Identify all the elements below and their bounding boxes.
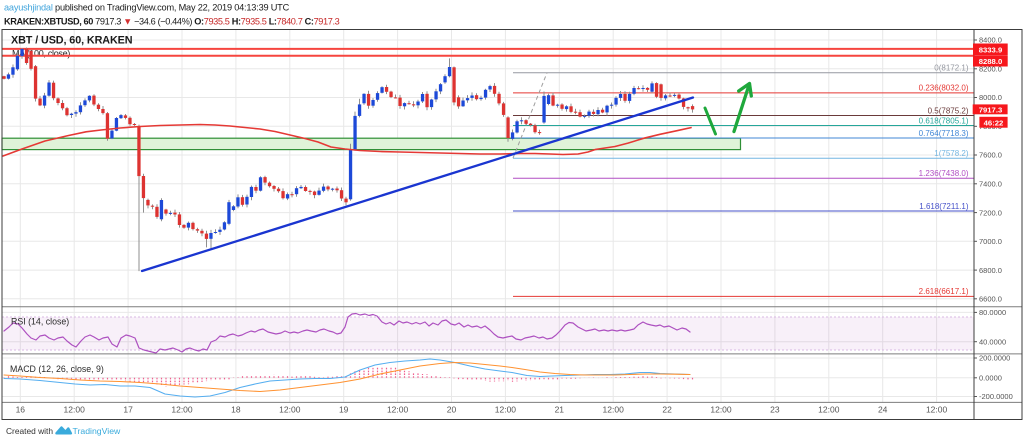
svg-text:7200.0: 7200.0: [979, 208, 1002, 217]
svg-text:6600.0: 6600.0: [979, 295, 1002, 304]
svg-text:KRAKEN:XBTUSD, 60 7917.3 ▼ −34: KRAKEN:XBTUSD, 60 7917.3 ▼ −34.6 (−0.44%…: [4, 17, 340, 27]
svg-text:80.0000: 80.0000: [979, 308, 1006, 317]
svg-text:46:22: 46:22: [984, 118, 1004, 127]
svg-text:1.236(7438.0): 1.236(7438.0): [919, 169, 969, 178]
svg-text:12:00: 12:00: [279, 405, 301, 415]
svg-text:MACD (12, 26, close, 9): MACD (12, 26, close, 9): [10, 364, 104, 374]
svg-text:8288.0: 8288.0: [979, 57, 1003, 66]
svg-text:8400.0: 8400.0: [979, 36, 1002, 45]
svg-text:7917.3: 7917.3: [979, 105, 1003, 114]
svg-text:22: 22: [662, 405, 672, 415]
svg-text:19: 19: [339, 405, 349, 415]
svg-text:8200.0: 8200.0: [979, 65, 1002, 74]
svg-text:6800.0: 6800.0: [979, 266, 1002, 275]
svg-text:1.618(7211.1): 1.618(7211.1): [919, 202, 969, 211]
svg-text:17: 17: [123, 405, 133, 415]
svg-text:8000.0: 8000.0: [979, 93, 1002, 102]
svg-text:0(8172.1): 0(8172.1): [934, 64, 969, 73]
svg-text:12:00: 12:00: [818, 405, 840, 415]
svg-text:16: 16: [16, 405, 26, 415]
svg-text:XBT / USD, 60, KRAKEN: XBT / USD, 60, KRAKEN: [11, 35, 133, 47]
svg-text:20: 20: [447, 405, 457, 415]
svg-text:18: 18: [231, 405, 241, 415]
svg-text:0.5(7875.2): 0.5(7875.2): [928, 106, 969, 115]
svg-text:0.236(8032.0): 0.236(8032.0): [919, 84, 969, 93]
svg-text:12:00: 12:00: [710, 405, 732, 415]
svg-text:12:00: 12:00: [171, 405, 193, 415]
svg-text:21: 21: [555, 405, 565, 415]
svg-text:40.0000: 40.0000: [979, 337, 1006, 346]
svg-text:Created with: Created with: [6, 426, 53, 436]
svg-text:TradingView: TradingView: [73, 426, 122, 436]
svg-text:2.618(6617.1): 2.618(6617.1): [919, 287, 969, 296]
svg-text:7000.0: 7000.0: [979, 237, 1002, 246]
svg-text:12:00: 12:00: [603, 405, 625, 415]
svg-text:0.618(7805.1): 0.618(7805.1): [919, 116, 969, 125]
svg-text:0.764(7718.3): 0.764(7718.3): [919, 129, 969, 138]
svg-text:8333.9: 8333.9: [979, 45, 1003, 54]
svg-text:12:00: 12:00: [495, 405, 517, 415]
svg-text:1(7578.2): 1(7578.2): [934, 149, 969, 158]
svg-text:23: 23: [770, 405, 780, 415]
svg-text:200.0000: 200.0000: [979, 354, 1010, 363]
svg-text:aayushjindal published on Trad: aayushjindal published on TradingView.co…: [4, 3, 290, 13]
svg-text:0.0000: 0.0000: [979, 374, 1002, 383]
svg-text:MA (100, close): MA (100, close): [12, 49, 70, 59]
svg-text:12:00: 12:00: [926, 405, 948, 415]
svg-text:24: 24: [878, 405, 888, 415]
svg-text:12:00: 12:00: [387, 405, 409, 415]
svg-text:12:00: 12:00: [64, 405, 86, 415]
svg-text:RSI (14, close): RSI (14, close): [11, 317, 69, 327]
svg-text:-200.0000: -200.0000: [979, 392, 1013, 401]
svg-text:7400.0: 7400.0: [979, 180, 1002, 189]
svg-text:7600.0: 7600.0: [979, 151, 1002, 160]
